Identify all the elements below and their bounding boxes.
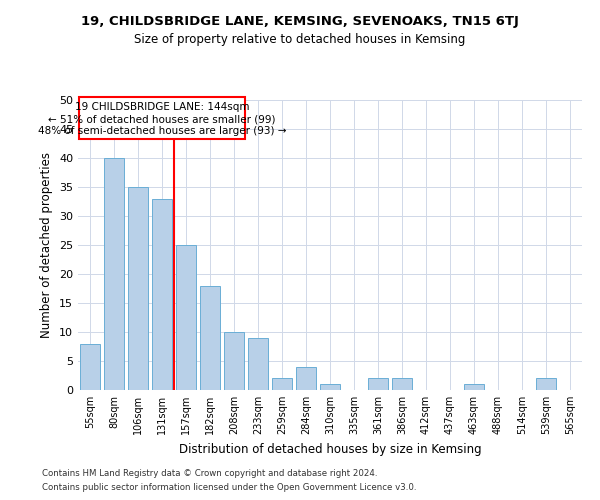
Bar — [104, 158, 124, 390]
Bar — [200, 286, 220, 390]
X-axis label: Distribution of detached houses by size in Kemsing: Distribution of detached houses by size … — [179, 442, 481, 456]
Bar — [536, 378, 556, 390]
Text: Size of property relative to detached houses in Kemsing: Size of property relative to detached ho… — [134, 32, 466, 46]
Bar — [128, 187, 148, 390]
Bar — [368, 378, 388, 390]
Bar — [224, 332, 244, 390]
Bar — [152, 198, 172, 390]
Bar — [272, 378, 292, 390]
Text: Contains HM Land Registry data © Crown copyright and database right 2024.: Contains HM Land Registry data © Crown c… — [42, 468, 377, 477]
Text: 48% of semi-detached houses are larger (93) →: 48% of semi-detached houses are larger (… — [38, 126, 286, 136]
Y-axis label: Number of detached properties: Number of detached properties — [40, 152, 53, 338]
Text: 19, CHILDSBRIDGE LANE, KEMSING, SEVENOAKS, TN15 6TJ: 19, CHILDSBRIDGE LANE, KEMSING, SEVENOAK… — [81, 15, 519, 28]
Bar — [176, 245, 196, 390]
Text: ← 51% of detached houses are smaller (99): ← 51% of detached houses are smaller (99… — [48, 114, 276, 124]
Text: Contains public sector information licensed under the Open Government Licence v3: Contains public sector information licen… — [42, 484, 416, 492]
Text: 19 CHILDSBRIDGE LANE: 144sqm: 19 CHILDSBRIDGE LANE: 144sqm — [75, 102, 249, 113]
Bar — [80, 344, 100, 390]
Bar — [464, 384, 484, 390]
Bar — [392, 378, 412, 390]
Bar — [320, 384, 340, 390]
Bar — [296, 367, 316, 390]
Bar — [79, 97, 245, 140]
Bar — [248, 338, 268, 390]
